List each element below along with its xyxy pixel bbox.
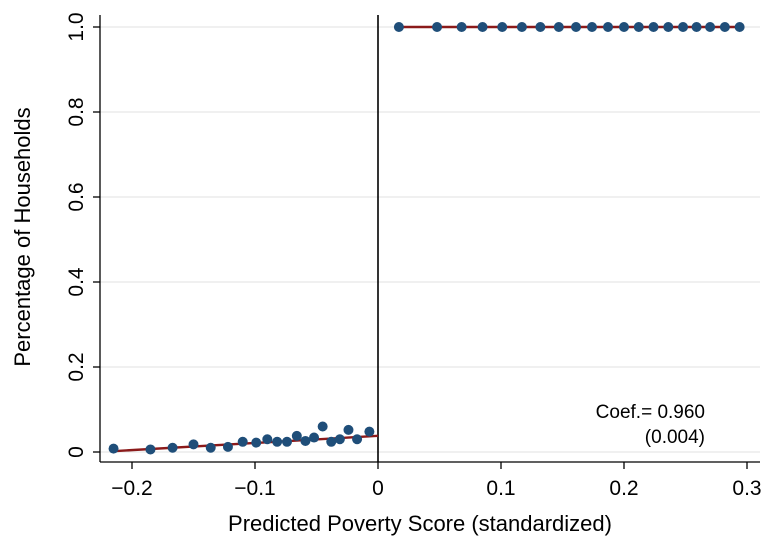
- data-point: [291, 430, 302, 441]
- data-point: [364, 426, 375, 437]
- data-point: [456, 22, 467, 32]
- data-point: [188, 439, 199, 450]
- data-point: [334, 434, 345, 445]
- data-point: [603, 22, 614, 32]
- y-tick-label: 0.8: [65, 97, 88, 126]
- data-point: [587, 22, 598, 32]
- y-tick-label: 0.4: [65, 267, 88, 297]
- x-tick-label: 0: [372, 477, 384, 500]
- data-point: [535, 22, 546, 32]
- x-tick-label: −0.2: [111, 477, 152, 500]
- data-point: [719, 22, 730, 32]
- data-point: [222, 441, 233, 452]
- x-tick-label: 0.3: [732, 477, 761, 500]
- data-point: [281, 436, 292, 447]
- gridlines: [100, 26, 760, 453]
- y-tick-label: 0.2: [65, 352, 88, 381]
- data-point: [300, 435, 311, 446]
- data-point: [251, 437, 262, 448]
- data-point: [705, 22, 716, 32]
- data-point: [648, 22, 659, 32]
- data-point: [553, 22, 564, 32]
- data-point: [309, 432, 320, 443]
- data-point: [393, 22, 404, 32]
- data-point: [619, 22, 629, 32]
- data-point: [633, 22, 644, 32]
- y-tick-label: 0: [65, 446, 88, 458]
- data-point: [262, 434, 273, 445]
- data-point: [317, 421, 328, 432]
- y-axis-title: Percentage of Households: [10, 107, 35, 366]
- data-point: [497, 22, 508, 32]
- data-point: [326, 436, 337, 447]
- x-tick-label: 0.2: [609, 477, 638, 500]
- tick-labels: 0 0.2 0.4 0.6 0.8 1.0 −0.2 −0.1 0 0.1 0.2 0.3: [65, 12, 762, 500]
- data-point: [477, 22, 488, 32]
- x-tick-label: −0.1: [234, 477, 275, 500]
- data-point: [108, 443, 119, 454]
- standard-error-annotation: (0.004): [645, 427, 705, 448]
- x-axis-title: Predicted Poverty Score (standardized): [228, 511, 612, 536]
- data-points: [108, 22, 745, 455]
- x-tick-label: 0.1: [486, 477, 515, 500]
- data-point: [678, 22, 689, 32]
- data-point: [237, 436, 248, 447]
- data-point: [691, 22, 702, 32]
- coefficient-annotation: Coef.= 0.960: [596, 402, 705, 423]
- axes: [93, 15, 760, 469]
- y-tick-label: 1.0: [65, 12, 88, 41]
- data-point: [145, 444, 156, 455]
- fit-lines: [113, 25, 740, 453]
- data-point: [167, 442, 178, 453]
- data-point: [734, 22, 745, 32]
- data-point: [663, 22, 674, 32]
- data-point: [516, 22, 527, 32]
- data-point: [571, 22, 582, 32]
- data-point: [272, 436, 283, 447]
- data-point: [205, 442, 216, 453]
- data-point: [352, 434, 363, 445]
- y-tick-label: 0.6: [65, 182, 88, 211]
- data-point: [432, 22, 443, 32]
- data-point: [343, 424, 354, 435]
